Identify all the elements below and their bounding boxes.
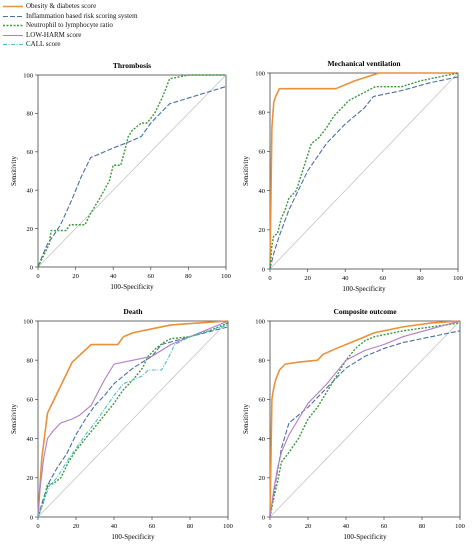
plot-frame: [37, 74, 227, 268]
legend-label: Inflammation based risk scoring system: [26, 11, 138, 20]
chart-title: Death: [123, 307, 143, 316]
y-tick-label: 0: [262, 266, 265, 273]
reference-diagonal: [269, 320, 461, 518]
plot-frame: [269, 72, 459, 270]
mechanical-ventilation-roc-chart: Mechanical ventilation 00 20 20 40 40 60 60 80 80…: [242, 59, 463, 293]
x-tick-label: 80: [185, 273, 192, 280]
thrombosis-roc-chart: Thrombosis 00 20 20 40 40 60 60 80 80 100 100 100-Sp…: [10, 61, 231, 291]
x-tick-label: 40: [110, 273, 117, 280]
y-axis-label: Sensitivity: [242, 156, 250, 186]
x-tick-label: 100: [221, 273, 231, 280]
chart-title: Composite outcome: [333, 307, 397, 316]
y-tick-label: 60: [27, 397, 34, 404]
x-tick-label: 80: [417, 275, 424, 282]
legend-swatch: [3, 5, 23, 8]
series-line-call-score: [37, 324, 229, 518]
y-tick-label: 40: [259, 188, 266, 195]
x-tick-label: 40: [111, 523, 118, 530]
legend-label: CALL score: [26, 40, 61, 48]
y-tick-label: 80: [259, 110, 266, 117]
y-axis-label: Sensitivity: [10, 156, 18, 186]
series-line-obesity-and-diabetes-score: [269, 72, 458, 270]
plot-frame: [269, 320, 461, 518]
x-tick-label: 0: [36, 523, 39, 530]
y-tick-label: 20: [27, 475, 34, 482]
legend-swatch: [3, 43, 23, 46]
legend: Obesity & diabetes score Inflammation bas…: [2, 2, 262, 54]
series-line-obesity-and-diabetes-score: [37, 320, 229, 518]
x-tick-label: 80: [419, 523, 426, 530]
y-tick-label: 100: [255, 70, 265, 77]
legend-swatch: [3, 34, 23, 36]
y-axis-label: Sensitivity: [10, 404, 18, 434]
x-tick-label: 20: [73, 523, 80, 530]
x-tick-label: 20: [72, 273, 79, 280]
x-tick-label: 40: [342, 275, 349, 282]
plot-frame: [37, 320, 229, 518]
series-line-inflammation-based-risk-scoring-system: [37, 326, 229, 518]
x-tick-label: 0: [36, 273, 39, 280]
x-tick-label: 60: [380, 275, 387, 282]
legend-swatch: [3, 24, 23, 27]
x-tick-label: 100: [223, 523, 233, 530]
x-tick-label: 100: [455, 523, 465, 530]
y-tick-label: 60: [259, 397, 266, 404]
x-tick-label: 100: [453, 275, 463, 282]
x-tick-label: 0: [268, 523, 271, 530]
series-line-inflammation-based-risk-scoring-system: [37, 85, 227, 268]
composite-outcome-roc-chart: Composite outcome 00 20 20 40 40 60 60 80 80 100 10…: [242, 307, 465, 541]
y-tick-label: 100: [255, 318, 265, 325]
y-tick-label: 20: [27, 226, 34, 233]
y-tick-label: 60: [259, 149, 266, 156]
series-line-low-harm-score: [269, 320, 461, 518]
x-tick-label: 80: [187, 523, 194, 530]
series-line-inflammation-based-risk-scoring-system: [269, 76, 459, 270]
death-roc-chart: Death 00 20 20 40 40 60 60 80 80 100 100 100-Specifi…: [10, 307, 233, 541]
x-tick-label: 0: [268, 275, 271, 282]
y-tick-label: 0: [30, 514, 33, 521]
y-tick-label: 100: [23, 318, 33, 325]
legend-label: Obesity & diabetes score: [26, 2, 97, 10]
y-axis-label: Sensitivity: [242, 404, 250, 434]
x-tick-label: 20: [304, 275, 311, 282]
x-tick-label: 60: [381, 523, 388, 530]
series-line-low-harm-score: [37, 320, 229, 518]
y-tick-label: 40: [27, 188, 34, 195]
series-line-inflammation-based-risk-scoring-system: [269, 330, 461, 518]
series-line-neutrophil-to-lymphocyte-ratio: [269, 72, 459, 270]
x-tick-label: 20: [305, 523, 312, 530]
x-tick-label: 60: [148, 273, 155, 280]
series-line-neutrophil-to-lymphocyte-ratio: [37, 322, 229, 518]
legend-label: Neutrophil to lymphocyte ratio: [26, 21, 113, 29]
y-tick-label: 80: [27, 358, 34, 365]
y-tick-label: 60: [27, 149, 34, 156]
x-axis-label: 100-Specificity: [343, 533, 387, 541]
x-tick-label: 60: [149, 523, 156, 530]
x-axis-label: 100-Specificity: [342, 285, 386, 293]
y-tick-label: 0: [30, 264, 33, 271]
x-axis-label: 100-Specificity: [110, 283, 154, 291]
y-tick-label: 20: [259, 475, 266, 482]
legend-label: LOW-HARM score: [26, 30, 82, 39]
y-tick-label: 100: [23, 72, 33, 79]
y-tick-label: 40: [259, 436, 266, 443]
reference-diagonal: [269, 72, 459, 270]
y-tick-label: 80: [27, 111, 34, 118]
x-tick-label: 40: [343, 523, 350, 530]
y-tick-label: 40: [27, 436, 34, 443]
series-line-obesity-and-diabetes-score: [269, 320, 461, 518]
reference-diagonal: [37, 320, 229, 518]
reference-diagonal: [37, 74, 227, 268]
legend-swatch: [3, 15, 23, 17]
y-tick-label: 20: [259, 227, 266, 234]
chart-title: Thrombosis: [113, 61, 151, 70]
chart-title: Mechanical ventilation: [327, 59, 401, 68]
y-tick-label: 80: [259, 358, 266, 365]
series-line-neutrophil-to-lymphocyte-ratio: [269, 322, 461, 518]
x-axis-label: 100-Specificity: [111, 533, 155, 541]
y-tick-label: 0: [262, 514, 265, 521]
